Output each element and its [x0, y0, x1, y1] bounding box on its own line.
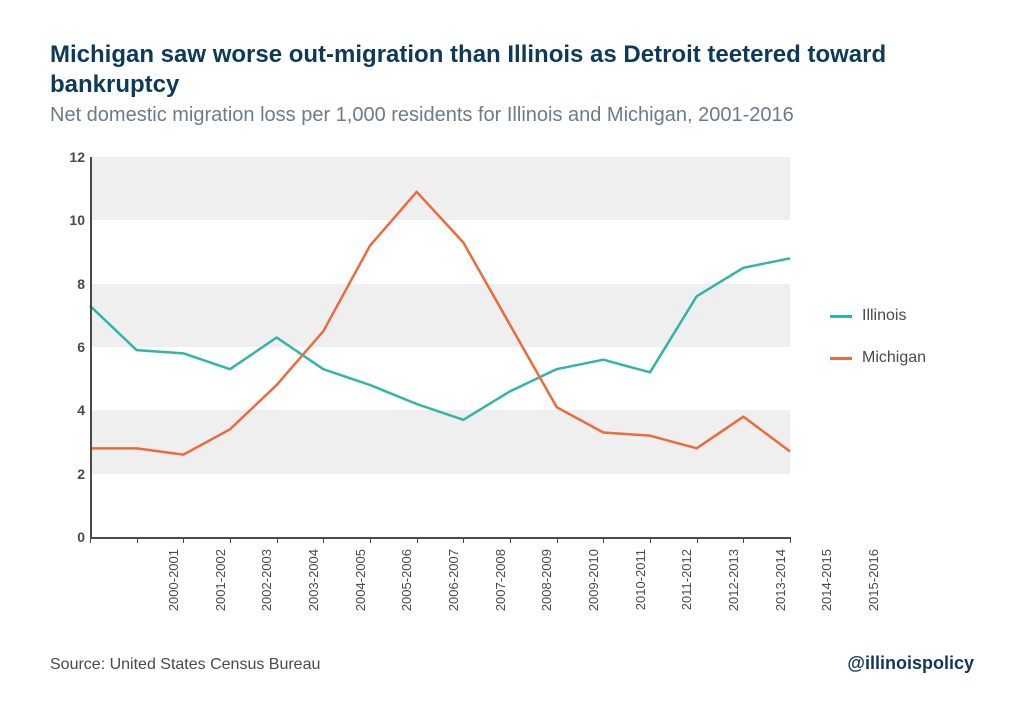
legend-swatch: [830, 315, 852, 318]
x-tick-label: 2003-2004: [306, 549, 321, 629]
line-svg: [90, 157, 790, 537]
x-tick-label: 2014-2015: [819, 549, 834, 629]
x-tick-label: 2010-2011: [633, 549, 648, 629]
series-line-michigan: [90, 192, 790, 455]
x-tick-label: 2012-2013: [726, 549, 741, 629]
x-tick-label: 2007-2008: [493, 549, 508, 629]
x-tick: [370, 537, 371, 543]
legend-label: Illinois: [862, 307, 906, 325]
source-text: Source: United States Census Bureau: [50, 656, 320, 674]
y-tick-label: 0: [55, 529, 85, 545]
x-tick-label: 2013-2014: [773, 549, 788, 629]
x-tick-label: 2002-2003: [259, 549, 274, 629]
x-tick: [277, 537, 278, 543]
x-tick: [323, 537, 324, 543]
y-tick-label: 8: [55, 276, 85, 292]
y-axis: [90, 157, 92, 537]
x-tick: [790, 537, 791, 543]
x-axis: [90, 537, 790, 539]
chart-wrap: 0246810122000-20012001-20022002-20032003…: [50, 157, 974, 627]
chart-title: Michigan saw worse out-migration than Il…: [50, 40, 974, 100]
x-tick-label: 2001-2002: [213, 549, 228, 629]
y-tick-label: 10: [55, 212, 85, 228]
x-tick: [137, 537, 138, 543]
x-tick: [650, 537, 651, 543]
x-tick: [510, 537, 511, 543]
x-tick-label: 2008-2009: [539, 549, 554, 629]
handle-text: @illinoispolicy: [847, 653, 974, 674]
y-tick-label: 12: [55, 149, 85, 165]
y-tick-label: 4: [55, 402, 85, 418]
x-tick: [743, 537, 744, 543]
plot-area: 0246810122000-20012001-20022002-20032003…: [90, 157, 790, 537]
footer: Source: United States Census Bureau @ill…: [50, 653, 974, 674]
legend-label: Michigan: [862, 349, 926, 367]
x-tick-label: 2005-2006: [399, 549, 414, 629]
x-tick-label: 2009-2010: [586, 549, 601, 629]
x-tick: [90, 537, 91, 543]
x-tick-label: 2015-2016: [866, 549, 881, 629]
chart-container: Michigan saw worse out-migration than Il…: [0, 0, 1024, 704]
x-tick: [183, 537, 184, 543]
x-tick: [603, 537, 604, 543]
legend-item-michigan: Michigan: [830, 349, 926, 367]
x-tick-label: 2004-2005: [353, 549, 368, 629]
x-tick-label: 2011-2012: [679, 549, 694, 629]
y-tick-label: 2: [55, 466, 85, 482]
series-line-illinois: [90, 258, 790, 420]
x-tick: [230, 537, 231, 543]
x-tick-label: 2006-2007: [446, 549, 461, 629]
legend-swatch: [830, 357, 852, 360]
x-tick: [557, 537, 558, 543]
x-tick: [697, 537, 698, 543]
chart-subtitle: Net domestic migration loss per 1,000 re…: [50, 104, 974, 127]
y-tick-label: 6: [55, 339, 85, 355]
legend: Illinois Michigan: [830, 307, 926, 391]
legend-item-illinois: Illinois: [830, 307, 926, 325]
x-tick: [463, 537, 464, 543]
x-tick-label: 2000-2001: [166, 549, 181, 629]
x-tick: [417, 537, 418, 543]
